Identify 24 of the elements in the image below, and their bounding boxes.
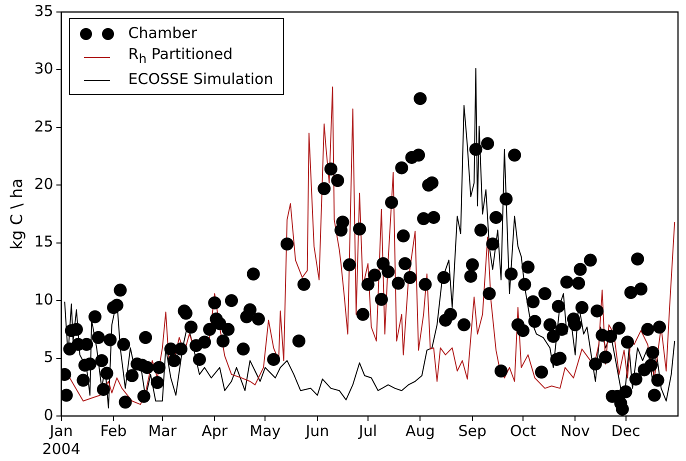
legend-label: R$_{h}$ Partitioned (128, 44, 233, 68)
y-tick-label: 0 (44, 406, 54, 424)
x-tick-label: May (250, 422, 281, 440)
x-tick-label: Jun (304, 422, 330, 440)
y-tick-label: 30 (34, 60, 54, 78)
legend-label: Chamber (128, 23, 197, 44)
x-tick-label: Feb (100, 422, 127, 440)
x-tick-label: Jul (358, 422, 378, 440)
y-tick-label: 10 (34, 290, 54, 308)
y-tick-label: 35 (34, 2, 54, 20)
x-tick-label: Dec (611, 422, 640, 440)
y-tick-label: 20 (34, 175, 54, 194)
x-tick-label: Jan 2004 (42, 422, 80, 458)
legend-label: ECOSSE Simulation (128, 69, 274, 90)
y-tick-label: 15 (34, 232, 54, 251)
x-tick-label: Apr (202, 422, 228, 440)
x-tick-label: Nov (560, 422, 590, 440)
x-tick-label: Sep (458, 422, 487, 440)
y-tick-label: 25 (34, 117, 54, 136)
y-axis-title: kg C \ ha (6, 178, 26, 250)
x-tick-label: Oct (510, 422, 536, 440)
y-tick-label: 5 (44, 348, 54, 366)
x-tick-label: Mar (148, 422, 178, 440)
x-tick-label: Aug (406, 422, 435, 440)
